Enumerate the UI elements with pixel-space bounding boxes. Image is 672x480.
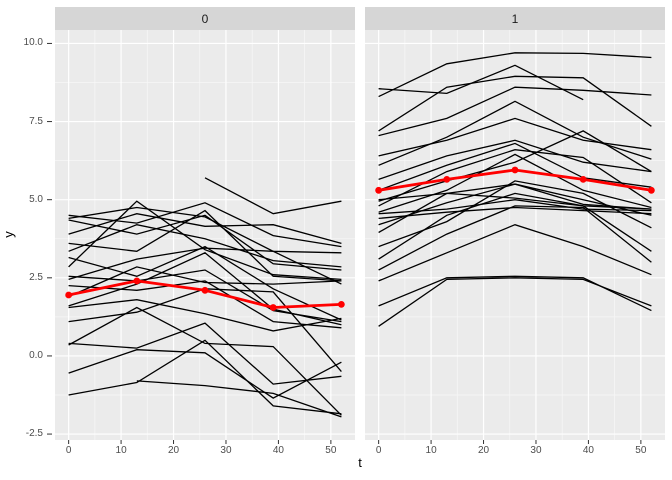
trajectory-line [378,117,652,157]
trajectory-line [378,75,652,132]
x-tick-label: 50 [635,445,647,456]
trajectory-line [378,277,652,327]
trajectory-line [378,224,652,282]
trajectory-line [68,266,342,298]
trajectory-line [204,177,342,215]
y-tick-label: -2.5 [25,428,43,440]
x-axis-title: t [358,455,362,470]
trajectory-line [68,339,342,415]
trajectory-line [68,209,342,282]
x-tick-label: 40 [582,445,594,456]
mean-point [133,277,141,285]
x-tick-label: 20 [167,445,180,456]
trajectory-line [68,247,342,285]
facet-strip-0: 0 [55,7,355,30]
facet-strip-0-label: 0 [201,11,209,26]
trajectory-line [378,205,652,271]
trajectory-line [378,192,652,260]
x-tick-label: 0 [65,445,72,456]
mean-point [337,300,345,308]
trajectory-line [378,130,652,202]
trajectory-line [378,153,652,213]
trajectory-line [68,280,342,329]
x-tick-label: 0 [375,445,382,456]
y-tick-label: 2.5 [29,271,43,283]
trajectory-line [378,64,584,101]
x-tick-label: 10 [115,445,127,456]
mean-point [443,175,451,183]
trajectory-line [378,52,652,98]
x-tick-label: 10 [425,445,437,456]
facet-1-lines [375,52,655,327]
mean-point [579,175,587,183]
trajectory-line [378,86,652,137]
trajectory-line [378,192,652,210]
trajectory-line [378,206,652,220]
trajectory-line [68,322,342,385]
trajectory-line [68,200,342,281]
facet-strip-1-label: 1 [511,11,519,26]
trajectory-line [378,139,652,181]
y-axis-title: y [0,231,16,238]
trajectory-line [68,306,342,416]
trajectory-line [68,245,342,321]
trajectory-line [68,299,342,332]
trajectory-line [378,142,652,191]
y-tick-label: 10.0 [23,37,43,49]
x-tick-label: 30 [220,445,232,456]
x-tick-label: 40 [272,445,284,456]
trajectory-line [68,214,342,271]
trajectory-line [68,252,342,326]
trajectory-line [136,380,342,418]
mean-point [201,286,209,294]
mean-point [511,166,519,174]
mean-point [269,304,277,311]
trajectory-line [378,183,652,234]
x-tick-label: 30 [530,445,542,456]
facet-strip-1: 1 [365,7,665,30]
mean-point [65,291,73,299]
trajectory-line [68,206,342,254]
y-tick-label: 7.5 [29,115,43,127]
mean-point [375,186,383,194]
x-tick-label: 50 [325,445,337,456]
trajectory-line [68,213,342,245]
y-tick-label: 0.0 [29,349,43,361]
mean-point [647,186,655,194]
facet-0-lines [65,177,345,418]
x-tick-label: 20 [477,445,490,456]
trajectory-line [68,349,342,399]
y-tick-label: 5.0 [29,193,43,205]
